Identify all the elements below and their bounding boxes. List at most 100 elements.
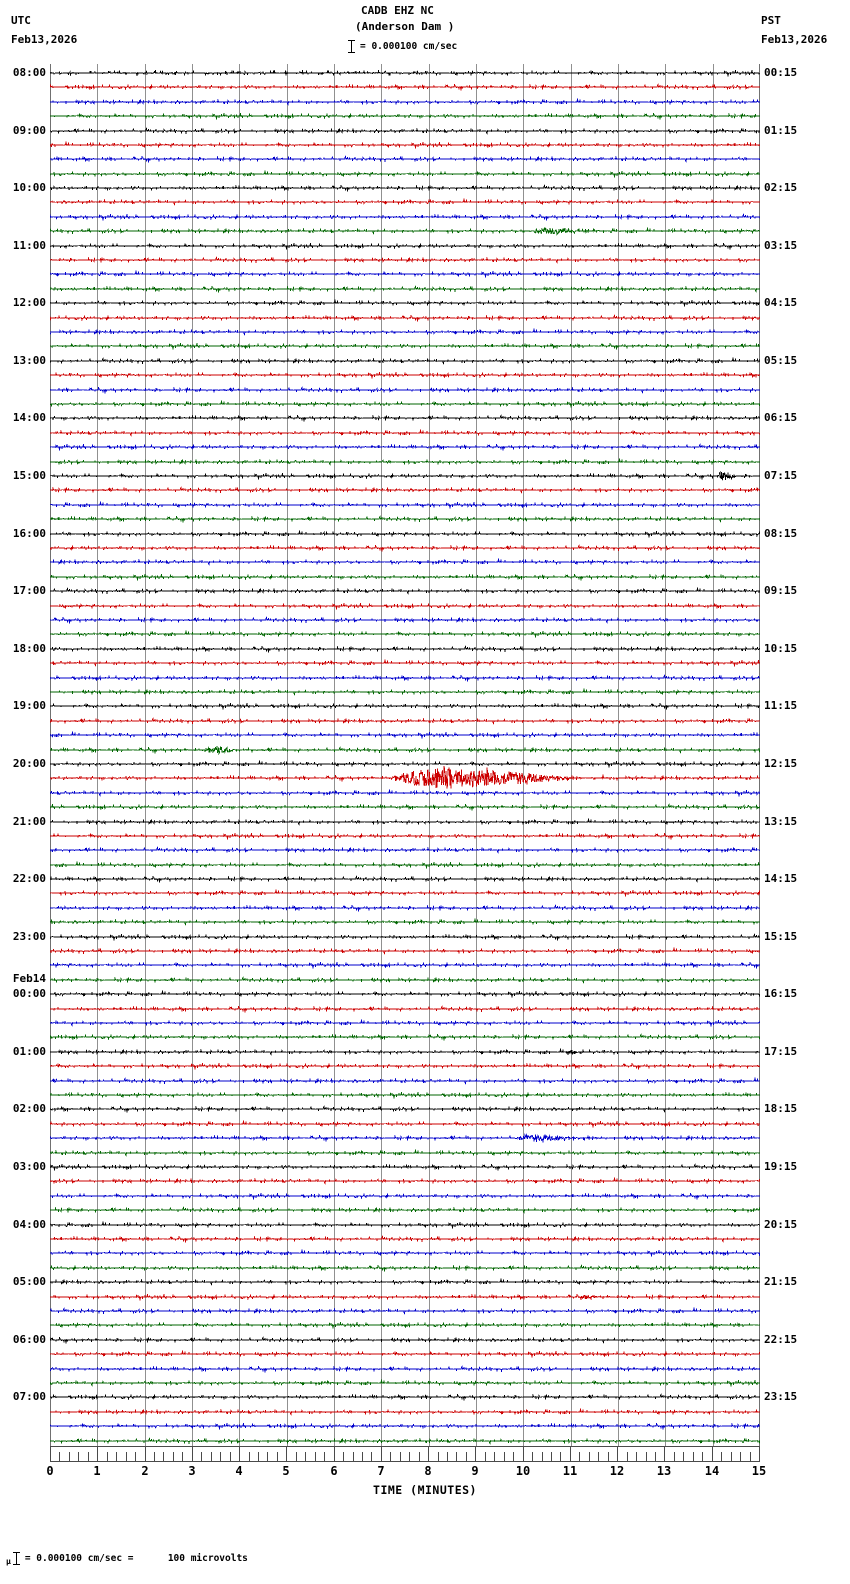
pst-hour-label: 13:15 [764,814,798,828]
grid-line [523,64,524,1446]
seismogram-trace [50,691,760,721]
pst-hour-label: 10:15 [764,641,798,655]
axis-major-tick [286,1447,287,1461]
seismogram-trace [50,619,760,649]
axis-minor-tick [655,1452,656,1461]
grid-line [334,64,335,1446]
axis-minor-tick [627,1452,628,1461]
seismogram-trace [50,504,760,534]
axis-minor-tick [589,1452,590,1461]
seismogram-trace [50,116,760,146]
pst-hour-label: 17:15 [764,1044,798,1058]
seismogram-trace [50,216,760,246]
utc-hour-label: 01:00 [12,1044,46,1058]
grid-line [429,64,430,1446]
axis-minor-tick [371,1452,372,1461]
seismogram-trace [50,403,760,433]
seismogram-trace [50,187,760,217]
utc-hour-label: 11:00 [12,238,46,252]
pst-hour-label: 01:15 [764,123,798,137]
grid-line [97,64,98,1446]
seismogram-trace [50,778,760,808]
axis-minor-tick [116,1452,117,1461]
grid-line [571,64,572,1446]
axis-minor-tick [721,1452,722,1461]
pst-date-label: Feb13,2026 [761,33,828,46]
pst-hour-label: 21:15 [764,1275,798,1289]
utc-hour-label: 03:00 [12,1160,46,1173]
seismogram-trace [50,648,760,678]
utc-timezone-label: UTC [11,14,31,27]
axis-minor-tick [296,1452,297,1461]
seismogram-trace [50,965,760,995]
utc-hour-label: 06:00 [12,1332,46,1346]
axis-minor-tick [683,1452,684,1461]
seismogram-trace [50,389,760,419]
seismogram-trace [50,591,760,621]
seismogram-trace [50,58,760,88]
seismogram-trace [50,173,760,203]
axis-minor-tick [750,1452,751,1461]
axis-minor-tick [579,1452,580,1461]
utc-hour-label: 18:00 [12,641,46,655]
seismogram-trace [50,893,760,923]
pst-hour-label: 04:15 [764,296,798,310]
axis-top-rule [50,1446,760,1447]
axis-tick-label: 3 [188,1464,196,1478]
seismogram-trace [50,101,760,131]
seismogram-trace [50,87,760,117]
axis-minor-tick [513,1452,514,1461]
seismogram-trace [50,562,760,592]
utc-hour-label: 07:00 [12,1390,46,1404]
axis-minor-tick [88,1452,89,1461]
axis-minor-tick [608,1452,609,1461]
grid-line [381,64,382,1446]
axis-minor-tick [163,1452,164,1461]
seismogram-trace [50,936,760,966]
axis-minor-tick [447,1452,448,1461]
seismogram-trace [50,346,760,376]
axis-minor-tick [211,1452,212,1461]
axis-minor-tick [731,1452,732,1461]
seismogram-trace [50,835,760,865]
seismogram-trace [50,447,760,477]
seismogram-trace [50,576,760,606]
axis-tick-label: 0 [46,1464,54,1478]
minutes-axis [50,1446,760,1462]
pst-hour-label: 18:15 [764,1102,798,1116]
seismogram-trace [50,1080,760,1110]
seismogram-trace [50,950,760,980]
micro-symbol: μ [6,1557,11,1566]
axis-minor-tick [409,1452,410,1461]
utc-hour-label: 19:00 [12,699,46,713]
pst-hour-label: 06:15 [764,411,798,425]
seismogram-trace [50,1397,760,1427]
axis-minor-tick [485,1452,486,1461]
utc-hour-label: 22:00 [12,872,46,886]
axis-tick-label: 4 [235,1464,243,1478]
seismogram-trace [50,677,760,707]
axis-tick-label: 14 [704,1464,720,1478]
seismogram-trace [50,878,760,908]
seismogram-trace [50,490,760,520]
seismogram-trace [50,1382,760,1412]
axis-major-tick [334,1447,335,1461]
seismogram-trace [50,1210,760,1240]
seismogram-trace [50,634,760,664]
seismogram-trace [50,1282,760,1312]
seismogram-trace [50,922,760,952]
seismogram-trace [50,1051,760,1081]
seismogram-trace [50,1253,760,1283]
axis-minor-tick [674,1452,675,1461]
seismogram-trace [50,994,760,1024]
axis-tick-label: 15 [751,1464,767,1478]
axis-minor-tick [390,1452,391,1461]
seismogram-trace [50,605,760,635]
axis-minor-tick [201,1452,202,1461]
axis-minor-tick [362,1452,363,1461]
pst-hour-label: 11:15 [764,699,798,713]
axis-minor-tick [126,1452,127,1461]
utc-hour-label: 10:00 [12,181,46,195]
seismogram-trace [50,418,760,448]
pst-hour-label: 12:15 [764,756,798,770]
